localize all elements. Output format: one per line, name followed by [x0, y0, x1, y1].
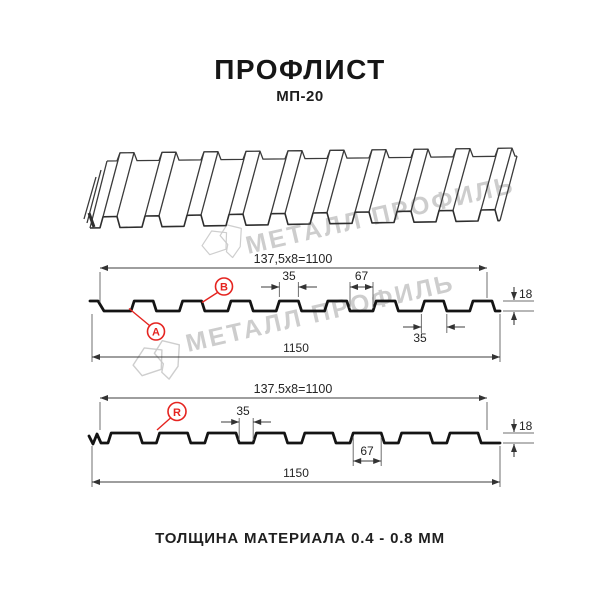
dim-label-total-width-r: 1150	[283, 466, 309, 480]
sheet-rib-edge	[144, 152, 163, 217]
marker-a: A	[128, 307, 166, 341]
dim-label-rib-r: 35	[236, 404, 250, 418]
sheet-rib-edge	[270, 150, 289, 214]
page-title: ПРОФЛИСТ	[214, 54, 386, 85]
sheet-front-edge	[89, 208, 501, 229]
sheet-rib-edge	[410, 148, 429, 212]
brand-logo-icon	[153, 339, 180, 380]
profile-a-dimension-lines	[92, 265, 517, 360]
sheet-rib-edge	[228, 151, 247, 215]
brand-logo-icon	[201, 230, 228, 256]
marker-a-label: A	[152, 327, 160, 339]
sheet-rib-edge	[186, 151, 205, 216]
sheet-rib-edge	[102, 152, 121, 217]
profile-a-extension-lines	[91, 272, 534, 362]
profile-r-outline	[87, 431, 502, 446]
marker-b: B	[201, 277, 234, 304]
sheet-side-edges	[89, 155, 518, 229]
sheet-rib-edge	[312, 150, 331, 214]
product-code: МП-20	[276, 88, 324, 105]
sheet-rib-edge	[326, 150, 345, 213]
sheet-rib-edge	[452, 148, 471, 211]
dim-label-flat-r: 67	[360, 444, 374, 458]
sheet-3d-drawing	[83, 147, 518, 229]
sheet-rib-edge	[368, 149, 387, 213]
sheet-rib-edge	[396, 149, 415, 212]
material-thickness-caption: ТОЛЩИНА МАТЕРИАЛА 0.4 - 0.8 ММ	[155, 530, 445, 547]
watermark-brand-text: МЕТАЛЛ ПРОФИЛЬ	[243, 171, 517, 260]
dim-label-pitch-r: 137.5x8=1100	[254, 382, 333, 396]
sheet-rib-edge	[480, 148, 499, 211]
sheet-rib-edge	[242, 151, 261, 215]
marker-r-label: R	[173, 407, 181, 419]
brand-logo-icon	[219, 224, 242, 259]
sheet-curl-edge	[83, 169, 102, 228]
sheet-rib-edge	[200, 151, 219, 216]
sheet-rib-edge	[494, 147, 513, 210]
dim-label-total-width-a: 1150	[283, 341, 309, 355]
marker-b-label: B	[220, 282, 228, 294]
profile-r-extension-lines	[91, 402, 534, 487]
dim-label-height-r: 18	[519, 419, 533, 433]
profile-a-outline	[88, 299, 502, 313]
watermark-top: МЕТАЛЛ ПРОФИЛЬ	[201, 171, 517, 260]
sheet-rib-edge	[499, 155, 518, 221]
profile-r-dimension-lines	[92, 395, 517, 485]
sheet-rib-edge	[354, 149, 373, 213]
dim-label-rib-base-a: 35	[413, 331, 427, 345]
sheet-rib-edge	[284, 150, 303, 214]
sheet-rib-lines	[102, 147, 513, 217]
marker-r: R	[156, 401, 187, 431]
sheet-rib-edge	[116, 152, 135, 217]
profile-r-drawing: 137.5x8=1100 1150 35 67 18 R	[87, 382, 534, 487]
dim-label-height-a: 18	[519, 287, 533, 301]
dim-label-rib-top-a: 35	[282, 269, 296, 283]
sheet-rib-edge	[438, 148, 457, 211]
dim-label-pitch-a: 137,5x8=1100	[254, 252, 333, 266]
sheet-back-edge	[106, 147, 517, 162]
dim-label-flat-a: 67	[355, 269, 369, 283]
sheet-rib-edge	[158, 152, 177, 216]
sheet-rib-edge	[89, 160, 108, 229]
profile-a-drawing: 137,5x8=1100 1150 35 67 35 18 B A	[88, 252, 534, 362]
